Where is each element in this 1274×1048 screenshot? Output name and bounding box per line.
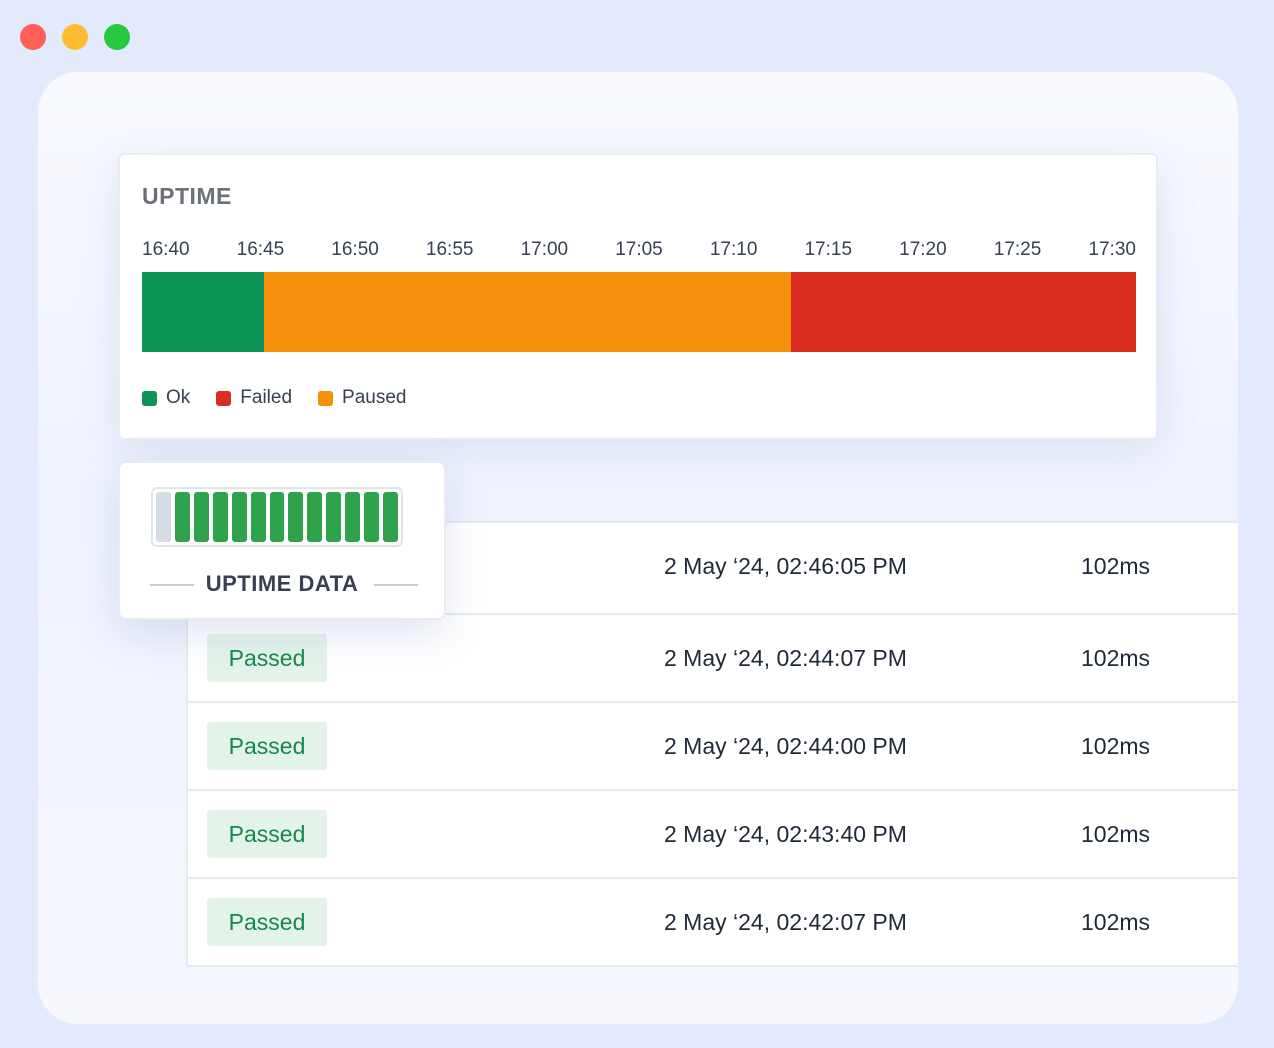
tick-label: 17:20: [899, 239, 947, 260]
table-row: Passed 2 May ‘24, 02:42:07 PM 102ms: [188, 877, 1238, 965]
tick-label: 17:00: [520, 239, 569, 260]
legend-label: Failed: [240, 387, 293, 408]
close-dot[interactable]: [20, 24, 46, 50]
legend-swatch: [142, 390, 157, 406]
tick-label: 17:25: [993, 239, 1042, 260]
status-badge: Passed: [207, 898, 327, 946]
divider: [374, 584, 418, 586]
minimize-dot[interactable]: [62, 24, 88, 50]
status-badge: Passed: [207, 810, 327, 858]
legend-label: Paused: [342, 387, 407, 408]
timestamp: 2 May ‘24, 02:44:00 PM: [664, 733, 907, 759]
timestamp: 2 May ‘24, 02:44:07 PM: [664, 645, 907, 671]
time-axis: 16:40 16:45 16:50 16:55 17:00 17:05 17:10 17:15…: [142, 239, 1136, 261]
status-badge: Passed: [207, 634, 327, 682]
legend-swatch: [318, 390, 334, 406]
tick-label: 16:55: [425, 239, 474, 260]
tick-label: 17:05: [615, 239, 663, 260]
tick-label: 16:45: [236, 239, 285, 260]
timestamp: 2 May ‘24, 02:46:05 PM: [664, 553, 907, 579]
latency: 102ms: [1081, 821, 1151, 847]
segment: [264, 272, 792, 352]
timestamp: 2 May ‘24, 02:43:40 PM: [664, 821, 907, 847]
uptime-card: UPTIME 16:40 16:45 16:50 16:55 17:00 17:05 17:…: [118, 153, 1158, 440]
timestamp: 2 May ‘24, 02:42:07 PM: [664, 909, 907, 935]
tick-label: 17:15: [804, 239, 853, 260]
legend-item: Failed: [216, 387, 292, 409]
segment: [142, 272, 265, 352]
latency: 102ms: [1081, 553, 1151, 579]
tick-label: 17:10: [709, 239, 758, 260]
legend: Ok Failed Paused: [142, 387, 406, 409]
uptime-icon: [151, 487, 403, 547]
tick-label: 17:30: [1088, 239, 1136, 260]
table-row: Passed 2 May ‘24, 02:44:07 PM 102ms: [188, 613, 1238, 701]
segment: [791, 272, 1136, 352]
status-badge: Passed: [207, 722, 327, 770]
card-title: UPTIME: [142, 183, 232, 209]
tick-label: 16:40: [142, 239, 190, 260]
legend-swatch: [216, 390, 232, 406]
table-row: Passed 2 May ‘24, 02:44:00 PM 102ms: [188, 701, 1238, 789]
table-row: Passed 2 May ‘24, 02:43:40 PM 102ms: [188, 789, 1238, 877]
tick-label: 16:50: [331, 239, 379, 260]
legend-item: Paused: [318, 387, 406, 409]
table-row: 2 May ‘24, 02:46:05 PM 102ms: [188, 523, 1238, 613]
widget-label: UPTIME DATA: [205, 571, 359, 596]
legend-item: Ok: [142, 387, 190, 409]
latency: 102ms: [1081, 645, 1151, 671]
latency: 102ms: [1081, 909, 1151, 935]
latency: 102ms: [1081, 733, 1151, 759]
uptime-widget: UPTIME DATA: [118, 461, 446, 620]
maximize-dot[interactable]: [104, 24, 130, 50]
divider: [150, 584, 194, 586]
legend-label: Ok: [166, 387, 191, 408]
uptime-bar: [142, 272, 1136, 352]
